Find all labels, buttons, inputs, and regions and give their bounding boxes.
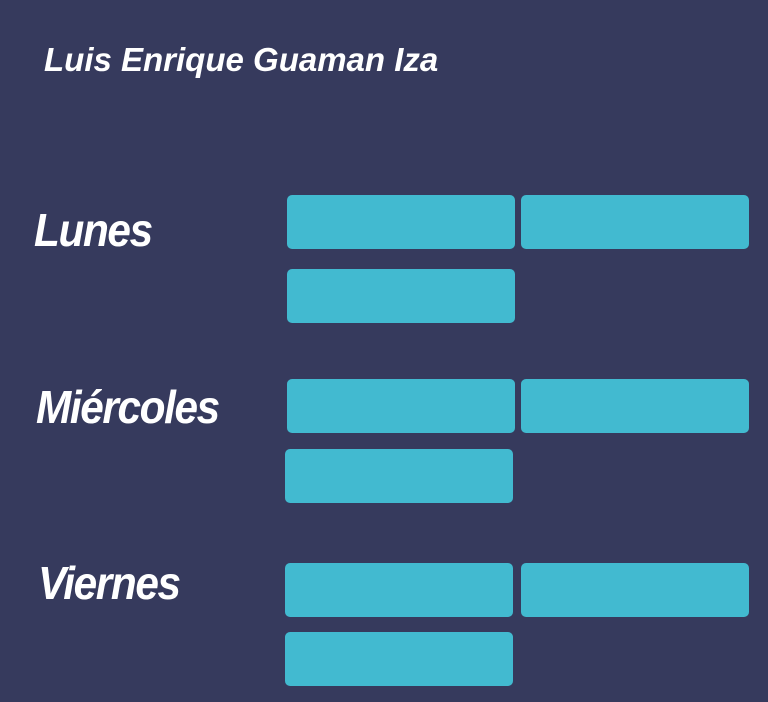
schedule-slot[interactable] [521,195,749,249]
page-title: Luis Enrique Guaman Iza [44,41,439,78]
schedule-slot[interactable] [521,563,749,617]
schedule-slot[interactable] [285,449,513,503]
schedule-slot[interactable] [287,195,515,249]
schedule-slot[interactable] [287,269,515,323]
schedule-slot[interactable] [285,563,513,617]
schedule-slot[interactable] [287,379,515,433]
schedule-slot[interactable] [285,632,513,686]
day-label-viernes: Viernes [38,557,181,609]
day-label-miercoles: Miércoles [36,381,220,433]
schedule-slot[interactable] [521,379,749,433]
day-label-lunes: Lunes [34,204,153,256]
